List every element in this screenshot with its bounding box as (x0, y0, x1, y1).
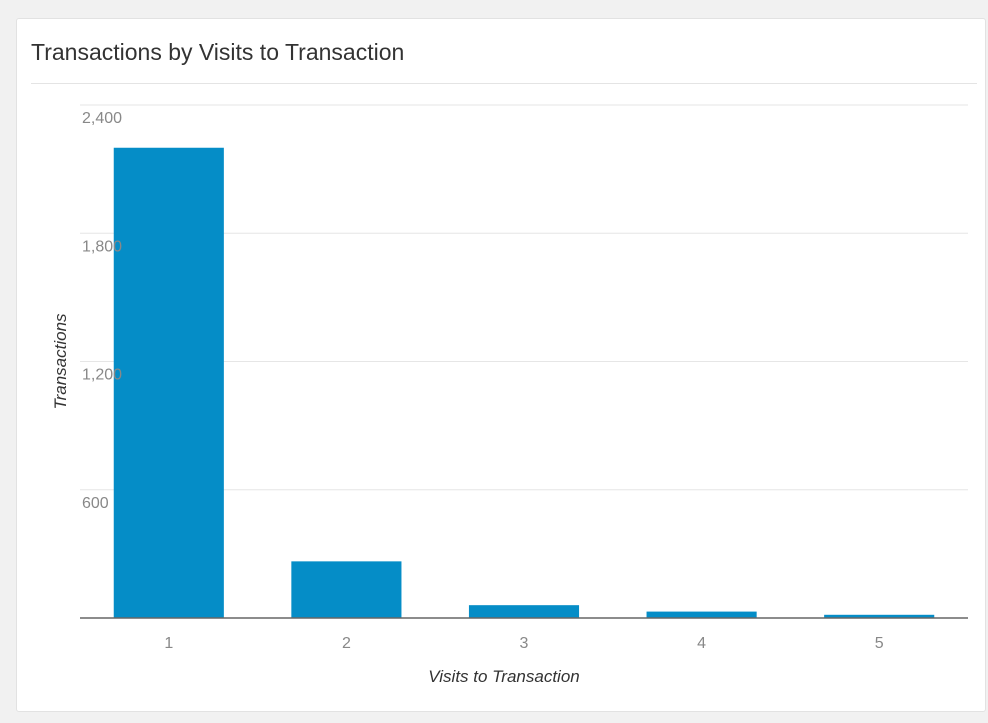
chart-title: Transactions by Visits to Transaction (31, 39, 405, 65)
title-divider (31, 83, 977, 84)
bar-1[interactable] (113, 147, 224, 618)
y-tick-label: 600 (82, 495, 109, 512)
x-axis-ticks: 1 2 3 4 5 (164, 635, 883, 652)
bar-2[interactable] (291, 561, 402, 618)
y-axis-label: Transactions (51, 313, 70, 410)
y-tick-label: 2,400 (82, 110, 122, 127)
y-tick-label: 1,200 (82, 367, 122, 384)
gridlines (80, 104, 968, 491)
bar-4[interactable] (646, 611, 757, 618)
bar-3[interactable] (468, 605, 580, 618)
bar-5[interactable] (824, 614, 935, 618)
x-tick-label: 1 (164, 635, 173, 652)
x-tick-label: 4 (697, 635, 706, 652)
bars (113, 147, 935, 618)
x-tick-label: 5 (875, 635, 884, 652)
y-axis-ticks: 600 1,200 1,800 2,400 (82, 110, 122, 512)
y-tick-label: 1,800 (82, 238, 122, 255)
x-axis-label: Visits to Transaction (428, 667, 580, 686)
x-tick-label: 3 (520, 635, 529, 652)
x-tick-label: 2 (342, 635, 351, 652)
